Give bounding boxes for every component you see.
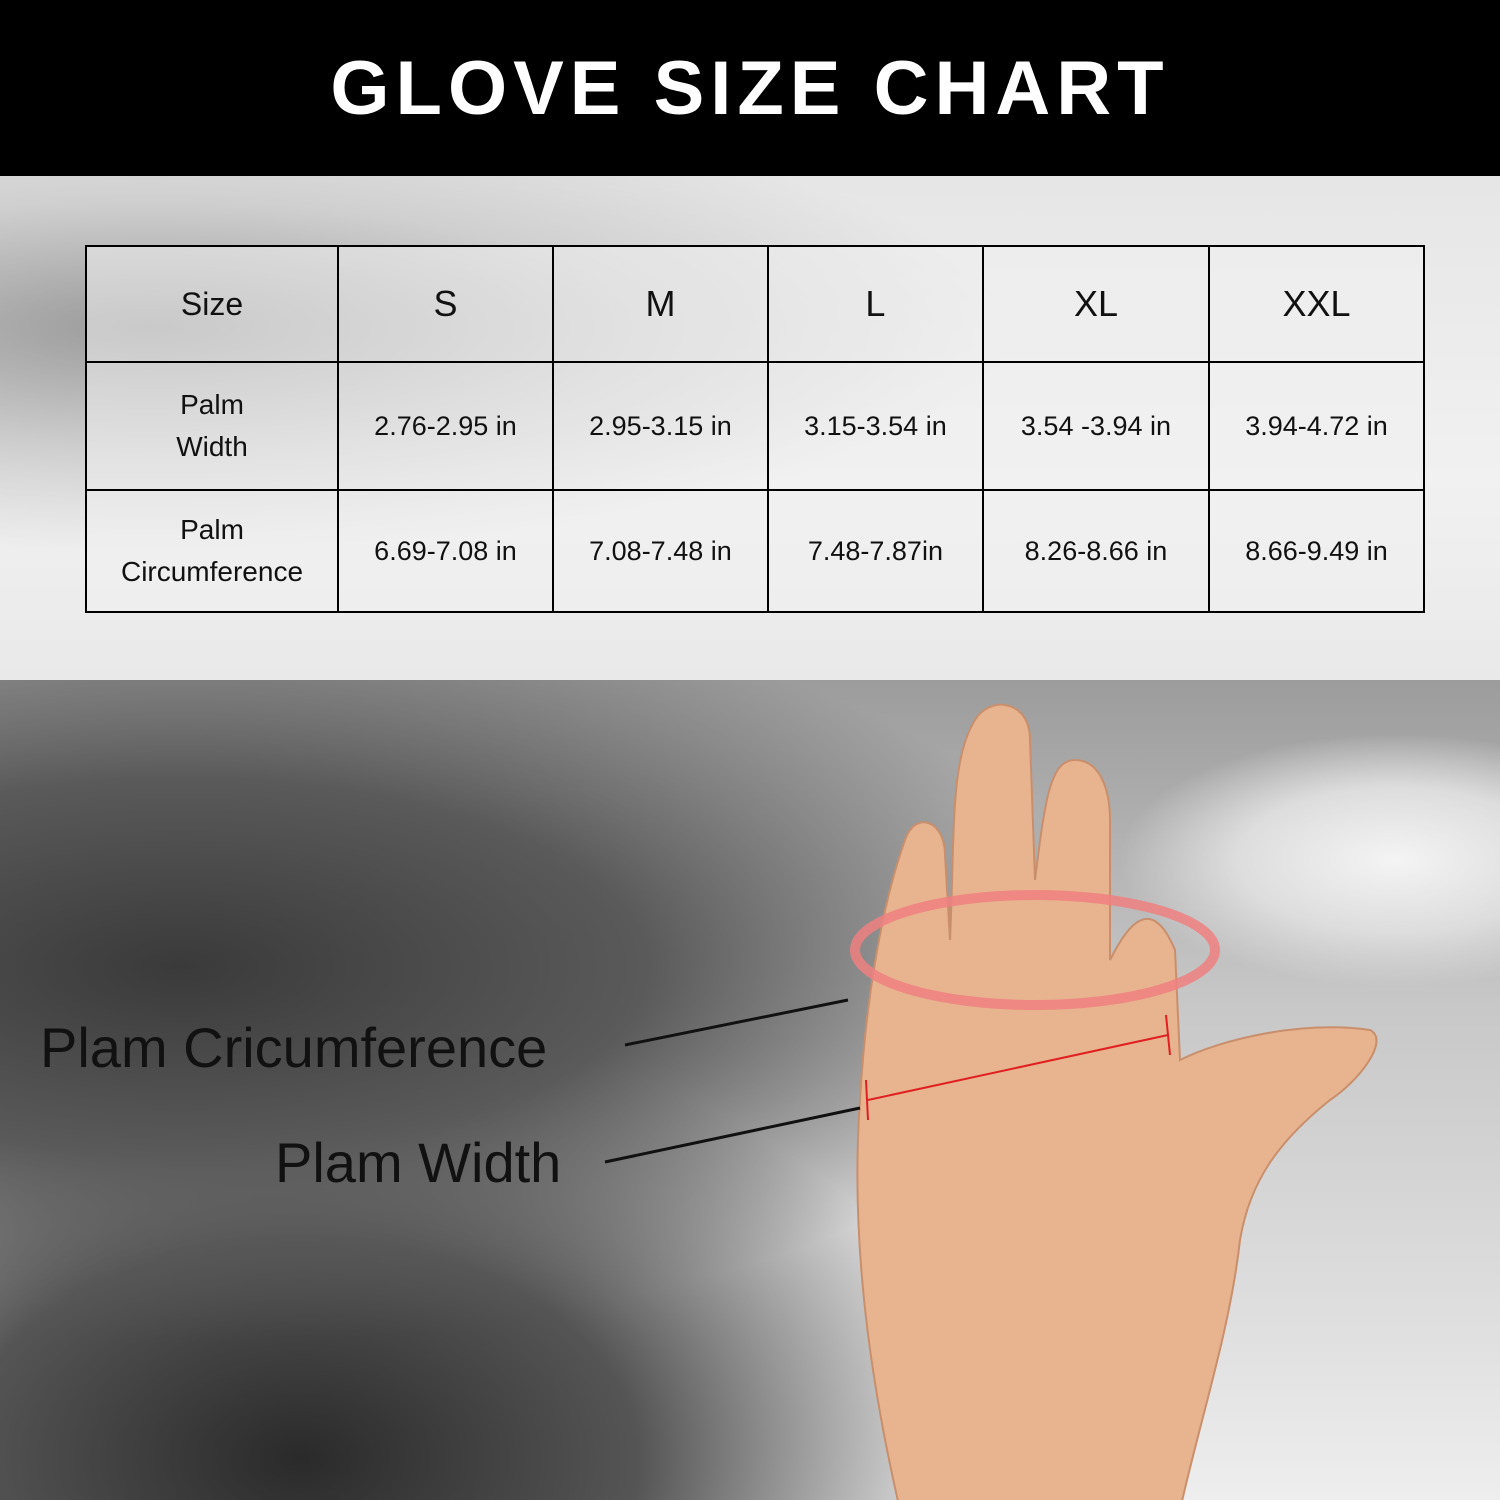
row-label-line: Palm (180, 389, 244, 420)
table-cell: 8.26-8.66 in (981, 489, 1211, 613)
row-label-line: Circumference (120, 556, 304, 587)
header-cell: XXL (1208, 245, 1425, 363)
table-cell: 7.08-7.48 in (551, 489, 769, 613)
row-label: Palm Width (85, 361, 339, 491)
table-cell: 3.94-4.72 in (1208, 361, 1425, 491)
header-cell: XL (981, 245, 1211, 363)
table-row: Palm Width 2.76-2.95 in 2.95-3.15 in 3.15… (85, 361, 1425, 491)
circumference-ring (850, 890, 1220, 1010)
hand-icon (856, 703, 1378, 1500)
hand-illustration (604, 703, 1378, 1500)
header-cell: M (551, 245, 769, 363)
table-cell: 2.76-2.95 in (337, 361, 554, 491)
title-banner: GLOVE SIZE CHART (0, 0, 1500, 176)
table-cell: 2.95-3.15 in (551, 361, 769, 491)
table-cell: 6.69-7.08 in (337, 489, 554, 613)
row-label-line: Width (176, 431, 248, 462)
width-label: Plam Width (275, 1131, 562, 1194)
header-cell: Size (85, 245, 339, 363)
size-table: Size S M L XL XXL Palm Width 2.76-2.95 in… (85, 245, 1425, 613)
width-pointer (604, 1106, 861, 1164)
table-cell: 3.54 -3.94 in (981, 361, 1211, 491)
table-header-row: Size S M L XL XXL (85, 245, 1425, 363)
header-cell: L (766, 245, 984, 363)
table-cell: 7.48-7.87in (766, 489, 984, 613)
table-cell: 3.15-3.54 in (766, 361, 984, 491)
table-cell: 8.66-9.49 in (1208, 489, 1425, 613)
width-measure-tick (1165, 1014, 1171, 1056)
width-measure-tick (865, 1079, 869, 1121)
row-label-line: Palm (180, 514, 244, 545)
header-cell: S (337, 245, 554, 363)
row-label: Palm Circumference (85, 489, 339, 613)
circumference-label: Plam Cricumference (40, 1016, 548, 1079)
circumference-pointer (624, 998, 849, 1047)
table-row: Palm Circumference 6.69-7.08 in 7.08-7.48… (85, 489, 1425, 613)
width-measure-line (867, 1034, 1169, 1101)
page-title: GLOVE SIZE CHART (330, 45, 1170, 131)
